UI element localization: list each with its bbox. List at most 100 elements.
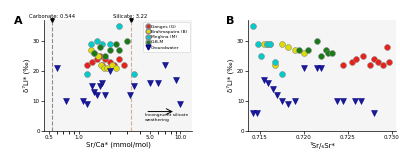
Point [91, 91, 97, 93]
Point [292, 49, 298, 51]
Point [292, 100, 298, 102]
Point [263, 43, 270, 46]
Point [328, 52, 335, 54]
Point [267, 43, 273, 46]
Point [104, 67, 110, 69]
Point [116, 49, 123, 51]
Point [89, 61, 96, 64]
Point [318, 67, 324, 69]
Point [102, 94, 108, 96]
Point [95, 55, 102, 57]
Point [358, 100, 364, 102]
Point [371, 112, 377, 114]
Point [300, 52, 307, 54]
Point [318, 55, 324, 57]
Point [322, 49, 329, 51]
Point [375, 61, 382, 64]
X-axis label: Sr/Ca* (mmol/mol): Sr/Ca* (mmol/mol) [86, 142, 150, 148]
Point [127, 94, 134, 96]
Text: Carbonate: 0.544: Carbonate: 0.544 [29, 14, 76, 19]
Point [352, 100, 358, 102]
Point [278, 43, 285, 46]
Point [84, 64, 90, 67]
Point [63, 100, 70, 102]
Point [353, 58, 360, 60]
Point [108, 64, 115, 67]
Point [98, 64, 104, 67]
Point [314, 40, 320, 43]
Point [340, 100, 346, 102]
Point [270, 88, 276, 90]
Point [314, 67, 320, 69]
Point [366, 64, 373, 67]
Point [96, 55, 103, 57]
Point [124, 40, 131, 43]
Point [147, 82, 153, 85]
Point [96, 46, 103, 49]
Point [110, 64, 117, 67]
Point [116, 25, 123, 28]
Point [99, 64, 106, 67]
Point [278, 100, 285, 102]
Point [340, 64, 346, 67]
Y-axis label: δ⁷Li* (‰): δ⁷Li* (‰) [22, 59, 30, 92]
Point [360, 55, 367, 57]
Point [334, 100, 340, 102]
Point [106, 43, 113, 46]
Point [177, 103, 184, 105]
Point [102, 58, 108, 60]
Point [89, 85, 96, 87]
Point [94, 94, 100, 96]
Point [106, 61, 113, 64]
Point [99, 43, 106, 46]
Point [116, 58, 123, 60]
Point [261, 43, 267, 46]
Legend: Ganges (G), Brahmaputra (B), Meghna (M), G-B-M, Groundwater: Ganges (G), Brahmaputra (B), Meghna (M),… [143, 22, 190, 52]
Point [162, 64, 168, 67]
Point [54, 67, 60, 69]
Point [296, 49, 302, 51]
Point [272, 64, 278, 67]
Point [284, 103, 291, 105]
Point [267, 43, 273, 46]
Point [106, 49, 113, 51]
Point [80, 100, 86, 102]
Point [112, 67, 119, 69]
Point [88, 43, 94, 46]
Point [274, 94, 280, 96]
Point [96, 85, 103, 87]
Point [284, 46, 291, 49]
Point [261, 79, 267, 81]
Point [91, 52, 97, 54]
Point [121, 64, 128, 67]
Point [94, 58, 100, 60]
Point [305, 49, 311, 51]
Point [254, 43, 261, 46]
Text: B: B [226, 16, 234, 26]
Point [386, 61, 392, 64]
Point [263, 43, 270, 46]
Point [88, 49, 94, 51]
Point [300, 67, 307, 69]
Text: A: A [14, 16, 23, 26]
Point [384, 46, 390, 49]
Point [99, 82, 106, 85]
Point [265, 82, 272, 85]
Point [349, 61, 355, 64]
Point [380, 64, 386, 67]
Point [250, 112, 256, 114]
Y-axis label: δ⁷Li* (‰): δ⁷Li* (‰) [227, 59, 234, 92]
Point [155, 82, 161, 85]
X-axis label: ⁷Sr/₆Sr*: ⁷Sr/₆Sr* [309, 142, 335, 149]
Point [112, 43, 119, 46]
Point [371, 58, 377, 60]
Point [250, 25, 256, 28]
Point [258, 55, 264, 57]
Text: Incongruent silicate
weathering: Incongruent silicate weathering [145, 113, 188, 122]
Point [91, 52, 97, 54]
Point [131, 73, 137, 75]
Point [100, 67, 107, 69]
Point [172, 79, 179, 81]
Point [254, 112, 260, 114]
Point [278, 73, 285, 75]
